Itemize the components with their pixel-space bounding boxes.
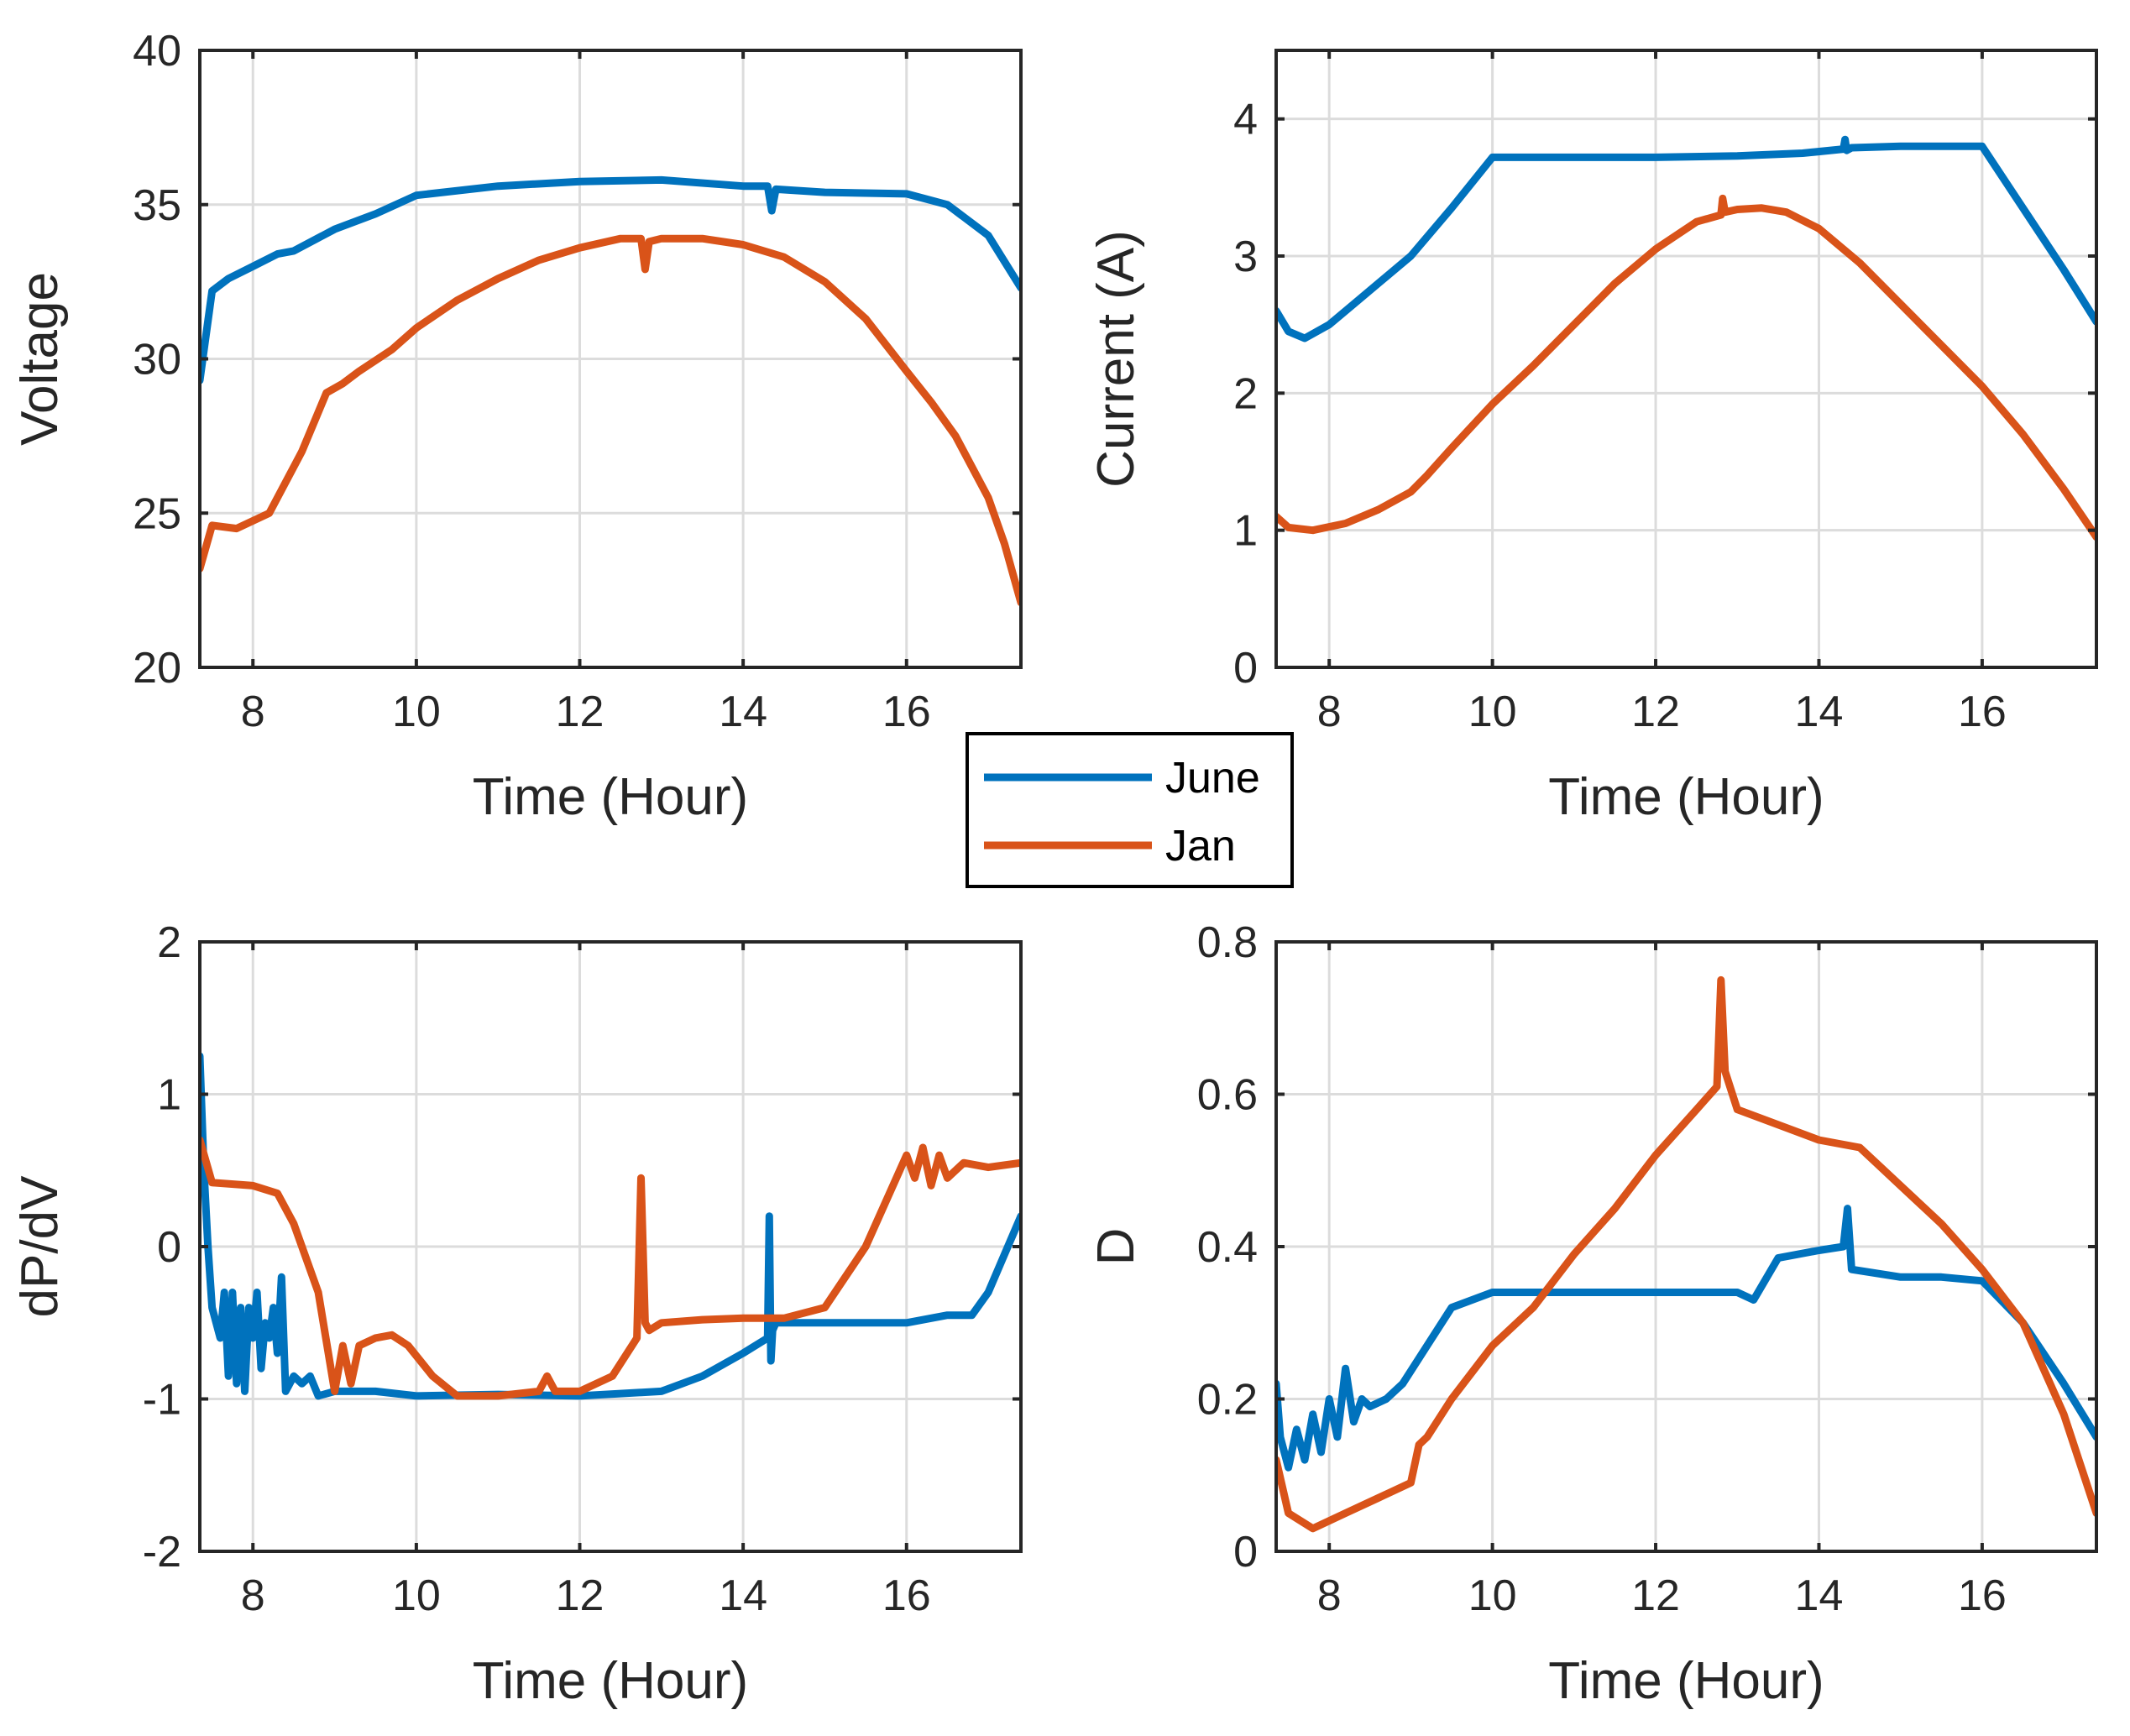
x-tick-label: 16 — [1958, 688, 2007, 736]
y-tick-label: 20 — [133, 644, 181, 693]
series-line-june — [1276, 1205, 2096, 1472]
x-axis-label: Time (Hour) — [473, 1652, 748, 1710]
x-axis-label: Time (Hour) — [1548, 1652, 1824, 1710]
x-tick-label: 10 — [392, 688, 441, 736]
x-tick-label: 8 — [1317, 1571, 1342, 1620]
x-tick-label: 14 — [719, 1571, 767, 1620]
y-tick-label: 40 — [133, 27, 181, 76]
y-tick-label: 2 — [157, 918, 181, 967]
x-tick-label: 10 — [1468, 688, 1517, 736]
legend-label-jan: Jan — [1165, 822, 1236, 871]
legend: June Jan — [966, 732, 1294, 888]
x-tick-label: 10 — [392, 1571, 441, 1620]
x-tick-label: 12 — [1631, 688, 1680, 736]
x-tick-label: 12 — [1631, 1571, 1680, 1620]
series-line-jan — [200, 1136, 1021, 1400]
y-tick-label: 0.8 — [1197, 918, 1258, 967]
y-tick-label: 2 — [1233, 369, 1258, 418]
x-tick-label: 8 — [1317, 688, 1342, 736]
y-tick-label: 3 — [1233, 233, 1258, 281]
x-tick-label: 14 — [1795, 1571, 1844, 1620]
x-tick-label: 14 — [1795, 688, 1844, 736]
x-tick-label: 8 — [241, 1571, 265, 1620]
x-axis-label: Time (Hour) — [473, 768, 748, 826]
series-line-jan — [1276, 975, 2096, 1533]
duty-cycle-panel: 8 10 12 14 16 0 0.2 0.4 0.6 0.8 Time (Hour) D — [1087, 918, 2098, 1710]
x-tick-label: 10 — [1468, 1571, 1517, 1620]
legend-label-june: June — [1165, 754, 1260, 803]
y-tick-label: 1 — [1233, 507, 1258, 556]
x-tick-label: 8 — [241, 688, 265, 736]
voltage-panel: 8 10 12 14 16 20 25 30 35 40 Time (Hour) Voltage — [11, 27, 1023, 826]
legend-box — [966, 732, 1294, 888]
series-line-june — [1276, 135, 2096, 342]
series-line-june — [200, 175, 1021, 384]
y-tick-label: 35 — [133, 181, 181, 230]
x-axis-label: Time (Hour) — [1548, 768, 1824, 826]
axes-frame — [1274, 49, 2098, 669]
y-tick-label: 4 — [1233, 96, 1258, 144]
y-axis-label: Voltage — [11, 272, 69, 446]
y-tick-label: 0 — [157, 1223, 181, 1272]
y-tick-label: 0 — [1233, 1528, 1258, 1577]
x-tick-label: 16 — [882, 688, 931, 736]
series-line-jan — [200, 234, 1021, 607]
y-tick-label: 0.2 — [1197, 1376, 1258, 1425]
y-tick-label: 30 — [133, 336, 181, 384]
y-axis-label: D — [1087, 1228, 1145, 1266]
y-axis-label: Current (A) — [1087, 230, 1145, 488]
y-tick-label: 0.6 — [1197, 1071, 1258, 1120]
y-tick-label: 0 — [1233, 644, 1258, 693]
y-tick-label: -2 — [143, 1528, 181, 1577]
x-tick-label: 12 — [556, 1571, 604, 1620]
y-tick-label: -1 — [143, 1376, 181, 1425]
x-tick-label: 16 — [1958, 1571, 2007, 1620]
y-tick-label: 1 — [157, 1071, 181, 1120]
y-axis-label: dP/dV — [11, 1175, 69, 1318]
x-tick-label: 16 — [882, 1571, 931, 1620]
x-tick-label: 12 — [556, 688, 604, 736]
series-line-june — [200, 1052, 1021, 1400]
y-tick-label: 25 — [133, 489, 181, 538]
series-line-jan — [1276, 194, 2096, 541]
y-tick-label: 0.4 — [1197, 1223, 1258, 1272]
x-tick-label: 14 — [719, 688, 767, 736]
